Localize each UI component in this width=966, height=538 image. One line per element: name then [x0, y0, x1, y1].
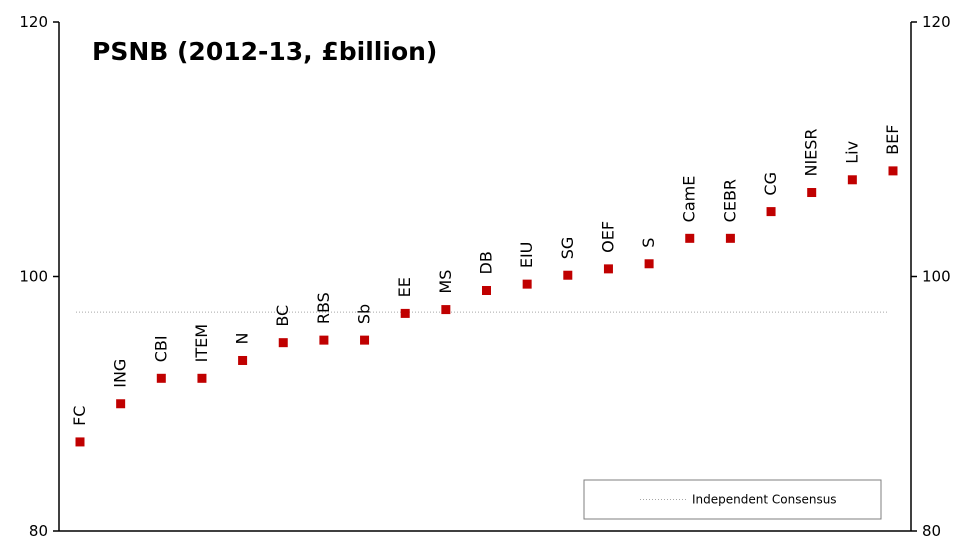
point-label-ee: EE — [395, 277, 414, 297]
legend-box — [583, 479, 882, 520]
y-tick-label-right: 120 — [922, 13, 951, 31]
legend-label: Independent Consensus — [692, 493, 837, 507]
point-label-fc: FC — [70, 406, 89, 426]
data-point-fc — [75, 437, 85, 447]
data-point-cbi — [156, 373, 166, 383]
data-point-came — [685, 233, 695, 243]
data-point-n — [238, 355, 248, 365]
point-label-item: ITEM — [192, 324, 211, 362]
data-point-sg — [563, 270, 573, 280]
legend: Independent Consensus — [583, 479, 882, 520]
data-point-rbs — [319, 335, 329, 345]
axes-layer — [53, 21, 917, 532]
data-point-sb — [360, 335, 370, 345]
point-label-cbi: CBI — [151, 335, 170, 362]
point-label-liv: Liv — [842, 141, 861, 164]
y-tick-label-left: 120 — [19, 13, 48, 31]
point-label-n: N — [233, 333, 252, 345]
point-label-s: S — [639, 238, 658, 248]
point-label-niesr: NIESR — [802, 128, 821, 176]
data-point-bef — [888, 166, 898, 176]
data-point-s — [644, 259, 654, 269]
points-layer — [75, 166, 898, 447]
y-tick-label-left: 100 — [19, 268, 48, 286]
point-label-cg: CG — [761, 172, 780, 196]
data-point-cebr — [725, 233, 735, 243]
point-label-bef: BEF — [883, 125, 902, 155]
data-point-bc — [278, 338, 288, 348]
data-point-ee — [400, 308, 410, 318]
data-point-liv — [847, 175, 857, 185]
tick-labels-layer: 80 80 100 100 120 120 — [19, 13, 950, 538]
data-point-oef — [603, 264, 613, 274]
point-label-bc: BC — [273, 305, 292, 327]
data-point-eiu — [522, 279, 532, 289]
point-label-ing: ING — [111, 359, 130, 388]
point-label-rbs: RBS — [314, 292, 333, 324]
point-label-cebr: CEBR — [720, 179, 739, 222]
point-label-oef: OEF — [598, 221, 617, 253]
data-point-db — [482, 285, 491, 295]
data-point-cg — [766, 207, 776, 217]
point-label-came: CamE — [680, 176, 699, 223]
data-point-item — [197, 373, 207, 383]
y-tick-label-right: 80 — [922, 522, 941, 538]
point-label-sg: SG — [558, 237, 577, 260]
point-label-eiu: EIU — [517, 242, 536, 269]
point-label-db: DB — [477, 251, 496, 274]
point-label-sb: Sb — [355, 304, 374, 324]
data-point-niesr — [807, 188, 817, 198]
point-label-ms: MS — [436, 270, 455, 294]
data-point-ms — [441, 305, 451, 315]
y-tick-label-left: 80 — [29, 522, 48, 538]
chart-title: PSNB (2012-13, £billion) — [92, 37, 437, 66]
point-labels-layer: FC ING CBI ITEM N BC RBS Sb EE MS DB EIU SG OEF S CamE C… — [70, 125, 902, 426]
data-point-ing — [116, 399, 126, 409]
y-tick-label-right: 100 — [922, 268, 951, 286]
